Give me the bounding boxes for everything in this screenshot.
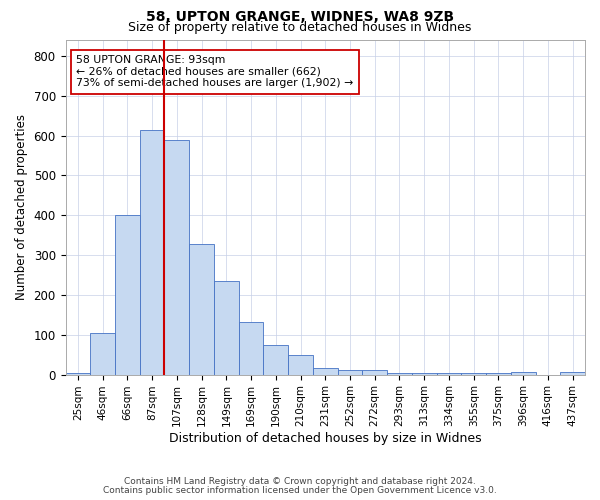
Bar	[486, 372, 511, 374]
Bar	[437, 372, 461, 374]
Bar	[189, 244, 214, 374]
Text: Size of property relative to detached houses in Widnes: Size of property relative to detached ho…	[128, 21, 472, 34]
X-axis label: Distribution of detached houses by size in Widnes: Distribution of detached houses by size …	[169, 432, 482, 445]
Bar	[214, 281, 239, 374]
Bar	[115, 216, 140, 374]
Bar	[461, 372, 486, 374]
Bar	[90, 333, 115, 374]
Bar	[387, 372, 412, 374]
Bar	[263, 344, 288, 374]
Bar	[560, 372, 585, 374]
Text: 58 UPTON GRANGE: 93sqm
← 26% of detached houses are smaller (662)
73% of semi-de: 58 UPTON GRANGE: 93sqm ← 26% of detached…	[76, 55, 353, 88]
Bar	[313, 368, 338, 374]
Bar	[65, 372, 90, 374]
Bar	[362, 370, 387, 374]
Text: 58, UPTON GRANGE, WIDNES, WA8 9ZB: 58, UPTON GRANGE, WIDNES, WA8 9ZB	[146, 10, 454, 24]
Bar	[164, 140, 189, 374]
Bar	[288, 354, 313, 374]
Bar	[338, 370, 362, 374]
Bar	[140, 130, 164, 374]
Bar	[511, 372, 536, 374]
Bar	[412, 372, 437, 374]
Y-axis label: Number of detached properties: Number of detached properties	[15, 114, 28, 300]
Text: Contains public sector information licensed under the Open Government Licence v3: Contains public sector information licen…	[103, 486, 497, 495]
Text: Contains HM Land Registry data © Crown copyright and database right 2024.: Contains HM Land Registry data © Crown c…	[124, 477, 476, 486]
Bar	[239, 322, 263, 374]
